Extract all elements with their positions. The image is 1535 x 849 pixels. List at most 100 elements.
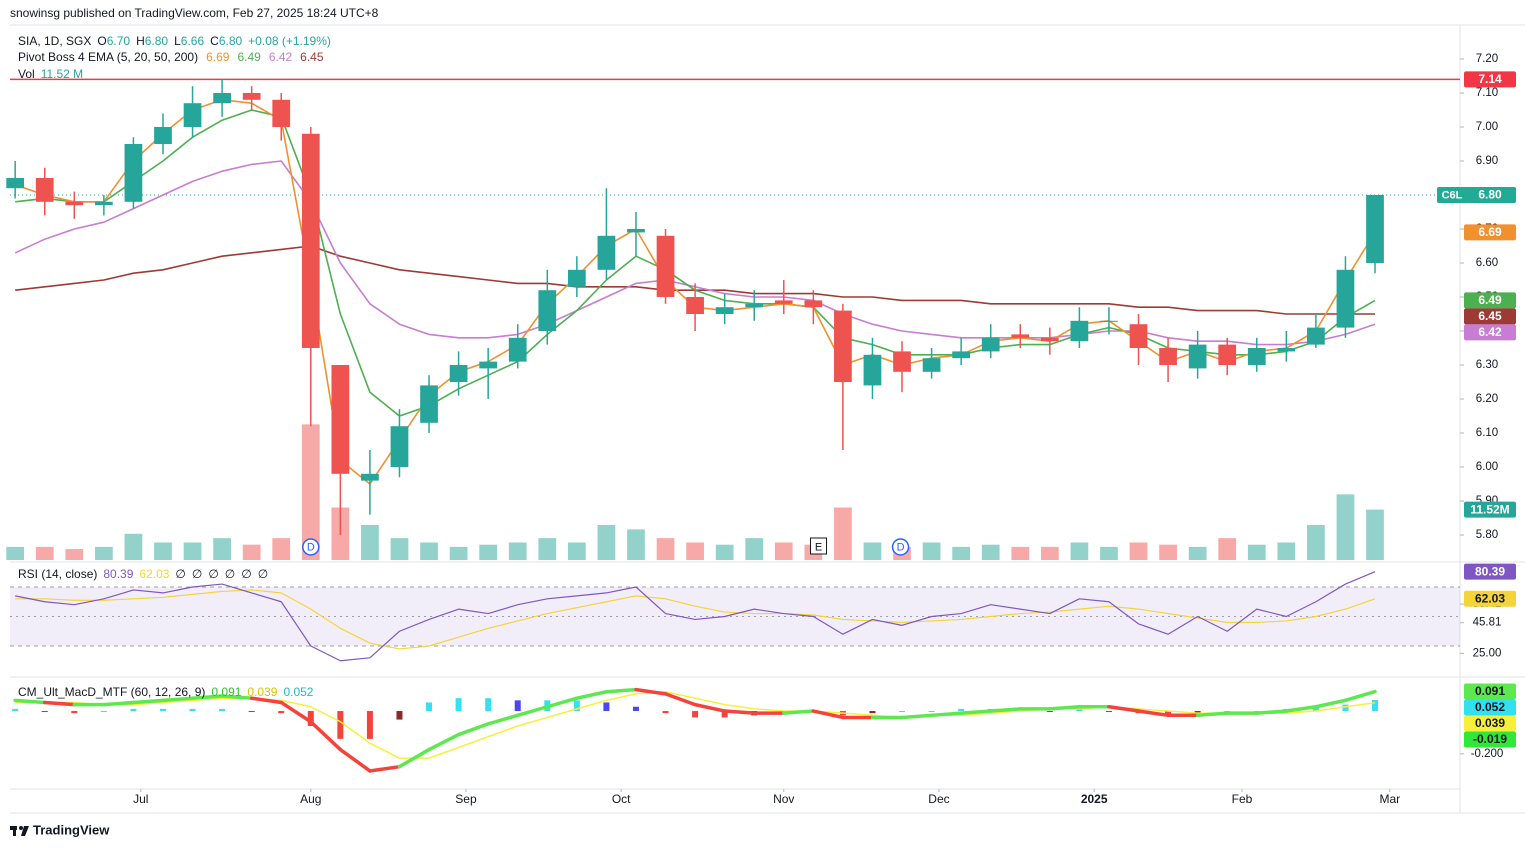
- y-tick-label: 5.80: [1476, 529, 1498, 541]
- price-label: -0.019: [1473, 732, 1507, 746]
- macd-histogram-bar: [426, 702, 433, 712]
- y-tick-label: 25.00: [1473, 647, 1502, 659]
- candle-body: [1336, 269, 1355, 328]
- volume-bar: [301, 424, 320, 560]
- candle-body: [301, 133, 320, 349]
- legend-item: H: [136, 34, 145, 48]
- price-label-bg: [1464, 324, 1516, 341]
- legend-item: ∅: [208, 567, 218, 581]
- legend-item: ∅: [258, 567, 268, 581]
- event-marker: [810, 537, 828, 555]
- macd-histogram-bar: [721, 711, 728, 718]
- volume-bar: [627, 529, 645, 560]
- volume-bar: [863, 542, 882, 560]
- y-tick-label: 6.20: [1476, 393, 1498, 405]
- volume-bar: [124, 533, 143, 560]
- macd-histogram-bar: [1312, 706, 1319, 712]
- candle-body: [1218, 344, 1237, 366]
- volume-bar: [242, 544, 261, 560]
- x-tick-label: 2025: [1081, 792, 1108, 806]
- macd-histogram-bar: [632, 706, 639, 712]
- legend-item: CM_Ult_MacD_MTF (60, 12, 26, 9): [18, 685, 205, 699]
- legend-item: ∅: [241, 567, 251, 581]
- y-tick-label: 6.60: [1476, 257, 1498, 269]
- macd-signal-line: [15, 691, 1376, 759]
- macd-line-segment: [545, 696, 579, 709]
- legend-item: 0.091: [211, 685, 241, 699]
- legend-item: 62.03: [139, 567, 169, 581]
- volume-bar: [272, 538, 291, 560]
- y-tick-label: 6.90: [1476, 155, 1498, 167]
- legend-item: 6.49: [237, 50, 261, 64]
- price-label: 6.80: [1478, 188, 1502, 202]
- candle-body: [538, 290, 557, 332]
- macd-histogram-bar: [928, 711, 935, 713]
- macd-histogram-bar: [899, 711, 906, 713]
- x-tick-label: Nov: [773, 792, 794, 806]
- volume-bar: [1070, 542, 1089, 560]
- legend-item: Vol: [18, 67, 35, 81]
- volume-bar: [183, 542, 202, 560]
- volume-bar: [597, 525, 616, 560]
- volume-bar: [420, 542, 438, 560]
- price-label-bg: [1464, 292, 1516, 309]
- macd-histogram-bar: [41, 711, 48, 713]
- legend: SIA, 1D, SGX O6.70 H6.80 L6.66 C6.80 +0.08 (+…: [18, 34, 331, 48]
- candle-body: [686, 297, 704, 315]
- volume-bar: [1040, 546, 1059, 560]
- event-label: D: [307, 541, 315, 553]
- event-marker: [302, 538, 320, 556]
- volume-bar: [1247, 544, 1266, 560]
- macd-line-segment: [368, 764, 402, 773]
- volume-bar: [715, 544, 734, 560]
- ticker-tag: C6L: [1442, 189, 1463, 201]
- macd-histogram-bar: [71, 711, 78, 714]
- macd-line-segment: [1195, 711, 1229, 718]
- volume-bar: [1188, 546, 1207, 560]
- macd-histogram-bar: [958, 708, 965, 712]
- macd-histogram-bar: [1342, 704, 1349, 712]
- legend-item: 11.52 M: [41, 67, 83, 81]
- price-label-bg: [1464, 563, 1516, 580]
- macd-histogram-bar: [366, 711, 373, 739]
- macd-histogram-bar: [1372, 699, 1379, 712]
- macd-line-segment: [722, 709, 756, 715]
- volume-bar: [656, 538, 675, 560]
- ticker-tag-bg: [1437, 187, 1467, 204]
- x-tick-label: Sep: [455, 792, 477, 806]
- candle-body: [1011, 334, 1030, 338]
- macd-line-segment: [634, 687, 668, 696]
- volume-bar: [1366, 509, 1384, 560]
- macd-histogram-bar: [219, 708, 226, 712]
- event-label: D: [897, 541, 905, 553]
- candle-body: [420, 385, 438, 423]
- rsi-line: [15, 571, 1376, 662]
- candle-body: [361, 473, 379, 481]
- candle-body: [1100, 320, 1118, 322]
- macd-line-segment: [161, 696, 195, 703]
- price-label: 6.49: [1478, 293, 1502, 307]
- macd-histogram-bar: [130, 708, 137, 712]
- volume-bar: [479, 544, 498, 560]
- candle-body: [656, 235, 675, 298]
- candle-body: [183, 103, 202, 128]
- x-tick-label: Jul: [133, 792, 148, 806]
- macd-histogram-bar: [662, 711, 669, 714]
- candle-body: [35, 178, 54, 202]
- candle-body: [154, 127, 172, 145]
- price-label: 0.052: [1475, 700, 1505, 714]
- candle-body: [745, 303, 764, 308]
- candle-body: [1307, 327, 1325, 345]
- macd-line-segment: [1255, 709, 1289, 715]
- macd-histogram-bar: [573, 700, 580, 712]
- price-label-bg: [1464, 308, 1516, 325]
- macd-line-segment: [929, 711, 963, 718]
- macd-line-segment: [42, 700, 77, 707]
- candle-body: [272, 99, 291, 128]
- macd-line-segment: [811, 709, 845, 720]
- volume-bar: [922, 542, 941, 560]
- macd-line-segment: [249, 696, 283, 705]
- legend-item: RSI (14, close): [18, 567, 97, 581]
- candle-body: [124, 144, 143, 202]
- candle-body: [597, 235, 616, 270]
